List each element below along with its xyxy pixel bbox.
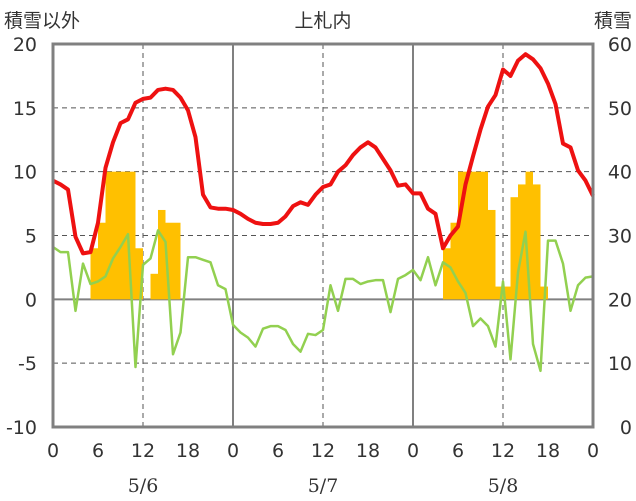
right-axis-label: 積雪 <box>594 10 632 32</box>
x-tick-label: 18 <box>176 440 200 462</box>
right-tick-labels: 60 50 40 30 20 10 0 <box>608 34 632 439</box>
precip-bar <box>488 209 496 300</box>
wind-line <box>52 229 594 373</box>
precip-bar <box>480 171 488 300</box>
precip-bar <box>135 248 143 300</box>
x-tick-labels: 0 6 12 18 0 6 12 18 0 6 12 18 0 <box>47 440 599 462</box>
precip-bar <box>450 222 458 300</box>
plot-border <box>51 42 595 429</box>
x-tick-label: 0 <box>227 440 239 462</box>
precip-bar <box>158 209 166 300</box>
left-tick-labels: 20 15 10 5 0 -5 -10 <box>6 34 37 439</box>
date-label: 5/7 <box>308 475 339 497</box>
left-tick-label: 10 <box>13 162 37 184</box>
left-tick-label: 15 <box>13 98 37 120</box>
precip-bar <box>120 171 128 300</box>
date-label: 5/8 <box>488 475 519 497</box>
precip-bar <box>150 273 158 300</box>
precip-bar <box>90 248 98 300</box>
precip-bar <box>525 171 533 300</box>
x-tick-label: 6 <box>92 440 104 462</box>
precip-bar <box>128 171 136 300</box>
left-axis-label: 積雪以外 <box>4 10 80 32</box>
temperature-line <box>52 52 595 256</box>
right-tick-label: 40 <box>608 162 632 184</box>
left-tick-label: 0 <box>25 289 37 311</box>
precip-bar <box>473 171 481 300</box>
precip-bar <box>98 222 106 300</box>
date-labels: 5/6 5/7 5/8 <box>128 475 519 497</box>
x-tick-label: 0 <box>47 440 59 462</box>
precip-bar <box>465 171 473 300</box>
precip-bar <box>173 222 181 300</box>
precip-bar <box>533 184 541 300</box>
right-tick-label: 60 <box>608 34 632 56</box>
x-tick-label: 6 <box>452 440 464 462</box>
precip-bar <box>113 171 121 300</box>
chart-title: 上札内 <box>294 10 351 32</box>
precip-bar <box>105 171 113 300</box>
right-tick-label: 50 <box>608 98 632 120</box>
left-tick-label: -10 <box>6 417 37 439</box>
right-tick-label: 30 <box>608 226 632 248</box>
precip-bar <box>443 248 451 300</box>
right-tick-label: 20 <box>608 289 632 311</box>
precip-bar <box>458 171 466 300</box>
left-tick-label: 5 <box>25 226 37 248</box>
precip-bar <box>518 184 526 300</box>
right-tick-label: 0 <box>620 417 632 439</box>
precip-bar <box>510 197 518 300</box>
plot-frame <box>51 42 595 429</box>
left-tick-label: -5 <box>18 353 37 375</box>
precip-bars <box>90 171 548 300</box>
x-tick-label: 12 <box>491 440 515 462</box>
date-label: 5/6 <box>128 475 159 497</box>
left-tick-label: 20 <box>13 34 37 56</box>
x-tick-label: 6 <box>272 440 284 462</box>
x-tick-label: 18 <box>356 440 380 462</box>
right-tick-label: 10 <box>608 353 632 375</box>
precip-bar <box>165 222 173 300</box>
precip-bar <box>503 286 511 300</box>
x-tick-label: 12 <box>131 440 155 462</box>
precip-bar <box>495 286 503 300</box>
x-tick-label: 0 <box>587 440 599 462</box>
x-tick-label: 0 <box>407 440 419 462</box>
x-tick-label: 12 <box>311 440 335 462</box>
x-tick-label: 18 <box>536 440 560 462</box>
